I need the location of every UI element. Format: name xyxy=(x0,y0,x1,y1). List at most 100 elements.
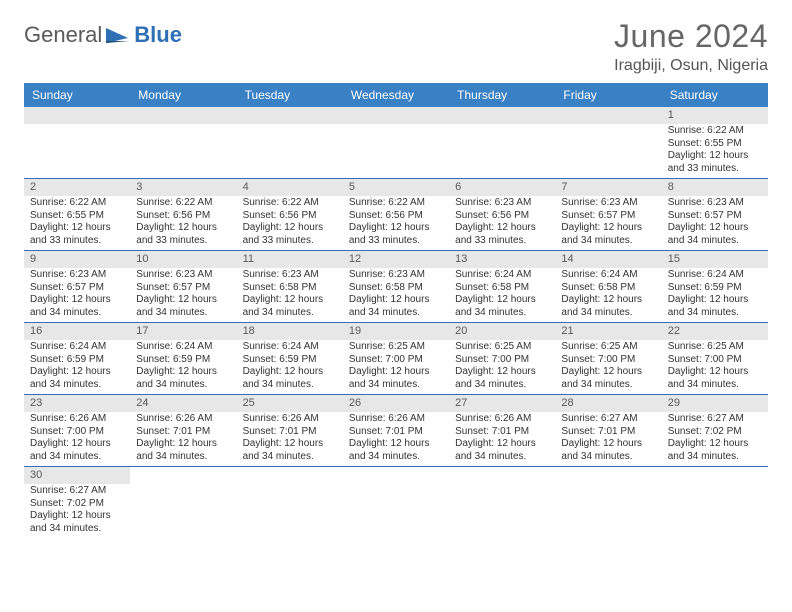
day-number-bar: 19 xyxy=(343,323,449,340)
calendar-week-row: 23Sunrise: 6:26 AMSunset: 7:00 PMDayligh… xyxy=(24,395,768,467)
sunrise-text: Sunrise: 6:25 AM xyxy=(455,341,549,354)
calendar-empty-cell xyxy=(343,467,449,538)
day-number-bar: 6 xyxy=(449,179,555,196)
sunset-text: Sunset: 6:56 PM xyxy=(455,210,549,223)
daylight-text-line2: and 34 minutes. xyxy=(349,451,443,464)
day-number-bar: 27 xyxy=(449,395,555,412)
sunset-text: Sunset: 6:57 PM xyxy=(136,282,230,295)
daylight-text-line2: and 34 minutes. xyxy=(668,451,762,464)
calendar-day-cell: 21Sunrise: 6:25 AMSunset: 7:00 PMDayligh… xyxy=(555,323,661,395)
sunrise-text: Sunrise: 6:26 AM xyxy=(243,413,337,426)
calendar-day-cell: 13Sunrise: 6:24 AMSunset: 6:58 PMDayligh… xyxy=(449,251,555,323)
calendar-empty-cell xyxy=(130,107,236,179)
sunrise-text: Sunrise: 6:22 AM xyxy=(243,197,337,210)
day-number-bar xyxy=(237,107,343,124)
day-number-bar: 12 xyxy=(343,251,449,268)
day-details: Sunrise: 6:24 AMSunset: 6:59 PMDaylight:… xyxy=(662,268,768,322)
sunset-text: Sunset: 7:00 PM xyxy=(349,354,443,367)
day-details: Sunrise: 6:25 AMSunset: 7:00 PMDaylight:… xyxy=(343,340,449,394)
day-number-bar: 26 xyxy=(343,395,449,412)
day-number-bar: 4 xyxy=(237,179,343,196)
day-details: Sunrise: 6:25 AMSunset: 7:00 PMDaylight:… xyxy=(449,340,555,394)
calendar-day-cell: 6Sunrise: 6:23 AMSunset: 6:56 PMDaylight… xyxy=(449,179,555,251)
calendar-day-cell: 29Sunrise: 6:27 AMSunset: 7:02 PMDayligh… xyxy=(662,395,768,467)
daylight-text-line2: and 33 minutes. xyxy=(243,235,337,248)
weekday-header-row: SundayMondayTuesdayWednesdayThursdayFrid… xyxy=(24,83,768,107)
daylight-text-line2: and 34 minutes. xyxy=(455,307,549,320)
daylight-text-line1: Daylight: 12 hours xyxy=(243,222,337,235)
daylight-text-line1: Daylight: 12 hours xyxy=(30,510,124,523)
sunset-text: Sunset: 7:01 PM xyxy=(455,426,549,439)
calendar-body: 1Sunrise: 6:22 AMSunset: 6:55 PMDaylight… xyxy=(24,107,768,538)
daylight-text-line2: and 34 minutes. xyxy=(668,235,762,248)
daylight-text-line2: and 33 minutes. xyxy=(668,163,762,176)
day-details: Sunrise: 6:27 AMSunset: 7:02 PMDaylight:… xyxy=(662,412,768,466)
daylight-text-line2: and 33 minutes. xyxy=(30,235,124,248)
daylight-text-line2: and 34 minutes. xyxy=(136,451,230,464)
calendar-day-cell: 2Sunrise: 6:22 AMSunset: 6:55 PMDaylight… xyxy=(24,179,130,251)
daylight-text-line1: Daylight: 12 hours xyxy=(243,438,337,451)
day-number-bar xyxy=(449,107,555,124)
day-number-bar xyxy=(555,107,661,124)
sunrise-text: Sunrise: 6:25 AM xyxy=(349,341,443,354)
daylight-text-line2: and 34 minutes. xyxy=(561,235,655,248)
daylight-text-line1: Daylight: 12 hours xyxy=(561,366,655,379)
sunrise-text: Sunrise: 6:22 AM xyxy=(349,197,443,210)
day-number-bar: 24 xyxy=(130,395,236,412)
calendar-day-cell: 25Sunrise: 6:26 AMSunset: 7:01 PMDayligh… xyxy=(237,395,343,467)
sunrise-text: Sunrise: 6:24 AM xyxy=(668,269,762,282)
sunrise-text: Sunrise: 6:22 AM xyxy=(136,197,230,210)
daylight-text-line1: Daylight: 12 hours xyxy=(136,294,230,307)
daylight-text-line2: and 34 minutes. xyxy=(243,451,337,464)
calendar-day-cell: 18Sunrise: 6:24 AMSunset: 6:59 PMDayligh… xyxy=(237,323,343,395)
weekday-header-cell: Saturday xyxy=(662,83,768,107)
sunset-text: Sunset: 6:57 PM xyxy=(30,282,124,295)
sunset-text: Sunset: 7:00 PM xyxy=(455,354,549,367)
daylight-text-line2: and 34 minutes. xyxy=(30,451,124,464)
sunset-text: Sunset: 6:56 PM xyxy=(349,210,443,223)
daylight-text-line1: Daylight: 12 hours xyxy=(455,294,549,307)
day-number-bar: 9 xyxy=(24,251,130,268)
calendar-day-cell: 24Sunrise: 6:26 AMSunset: 7:01 PMDayligh… xyxy=(130,395,236,467)
daylight-text-line2: and 34 minutes. xyxy=(561,379,655,392)
daylight-text-line1: Daylight: 12 hours xyxy=(30,438,124,451)
day-number-bar xyxy=(343,107,449,124)
sunrise-text: Sunrise: 6:23 AM xyxy=(30,269,124,282)
day-number-bar: 23 xyxy=(24,395,130,412)
sunrise-text: Sunrise: 6:25 AM xyxy=(561,341,655,354)
daylight-text-line1: Daylight: 12 hours xyxy=(668,438,762,451)
day-number-bar: 13 xyxy=(449,251,555,268)
weekday-header-cell: Monday xyxy=(130,83,236,107)
daylight-text-line1: Daylight: 12 hours xyxy=(455,366,549,379)
daylight-text-line1: Daylight: 12 hours xyxy=(668,222,762,235)
calendar-day-cell: 30Sunrise: 6:27 AMSunset: 7:02 PMDayligh… xyxy=(24,467,130,538)
calendar-empty-cell xyxy=(662,467,768,538)
brand-logo: General Blue xyxy=(24,22,182,48)
day-details: Sunrise: 6:23 AMSunset: 6:57 PMDaylight:… xyxy=(662,196,768,250)
day-details: Sunrise: 6:26 AMSunset: 7:01 PMDaylight:… xyxy=(343,412,449,466)
day-number-bar xyxy=(662,467,768,484)
header: General Blue June 2024 Iragbiji, Osun, N… xyxy=(24,18,768,75)
daylight-text-line1: Daylight: 12 hours xyxy=(30,222,124,235)
daylight-text-line1: Daylight: 12 hours xyxy=(561,438,655,451)
calendar-day-cell: 14Sunrise: 6:24 AMSunset: 6:58 PMDayligh… xyxy=(555,251,661,323)
calendar-day-cell: 9Sunrise: 6:23 AMSunset: 6:57 PMDaylight… xyxy=(24,251,130,323)
weekday-header-cell: Friday xyxy=(555,83,661,107)
calendar-empty-cell xyxy=(555,467,661,538)
calendar-empty-cell xyxy=(237,107,343,179)
day-details: Sunrise: 6:22 AMSunset: 6:56 PMDaylight:… xyxy=(130,196,236,250)
daylight-text-line1: Daylight: 12 hours xyxy=(136,438,230,451)
daylight-text-line2: and 34 minutes. xyxy=(668,307,762,320)
daylight-text-line1: Daylight: 12 hours xyxy=(349,222,443,235)
day-details: Sunrise: 6:24 AMSunset: 6:58 PMDaylight:… xyxy=(449,268,555,322)
calendar-day-cell: 5Sunrise: 6:22 AMSunset: 6:56 PMDaylight… xyxy=(343,179,449,251)
weekday-header-cell: Sunday xyxy=(24,83,130,107)
sunset-text: Sunset: 7:01 PM xyxy=(243,426,337,439)
sunset-text: Sunset: 6:58 PM xyxy=(455,282,549,295)
day-number-bar: 16 xyxy=(24,323,130,340)
sunrise-text: Sunrise: 6:23 AM xyxy=(668,197,762,210)
day-number-bar xyxy=(24,107,130,124)
day-number-bar: 17 xyxy=(130,323,236,340)
day-details: Sunrise: 6:23 AMSunset: 6:58 PMDaylight:… xyxy=(237,268,343,322)
sunrise-text: Sunrise: 6:23 AM xyxy=(136,269,230,282)
